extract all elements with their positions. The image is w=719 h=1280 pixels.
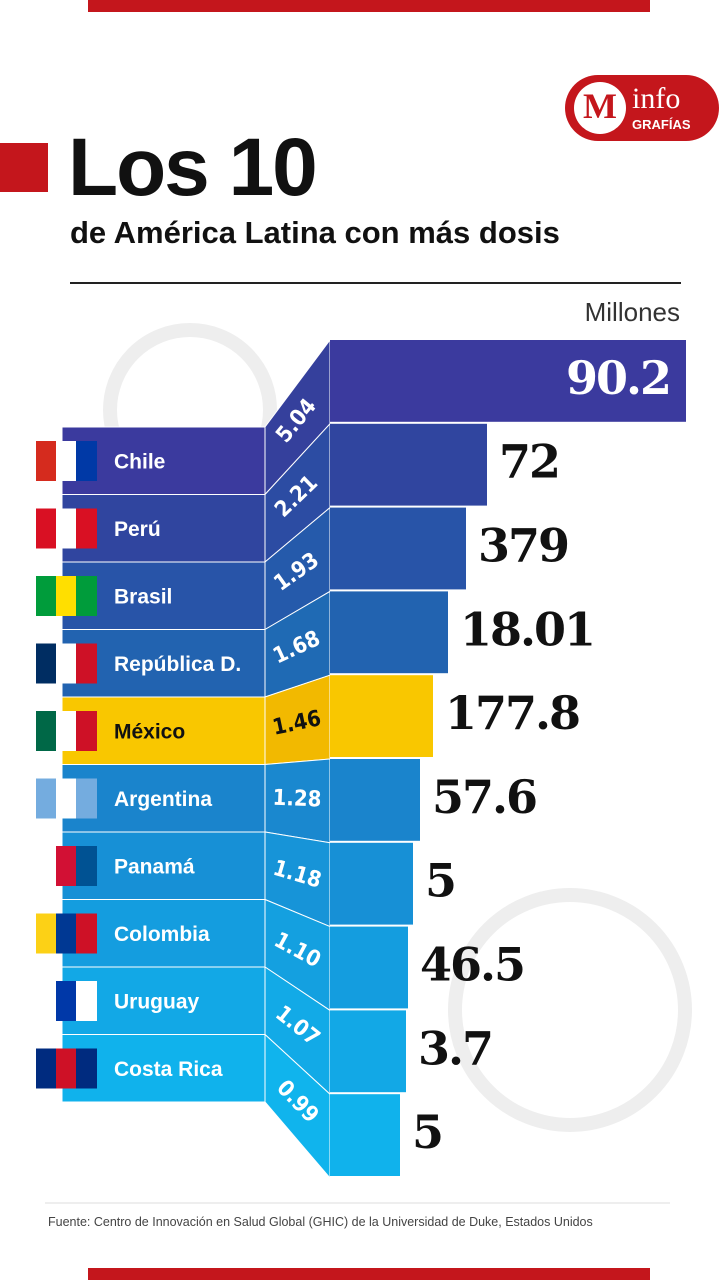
- country-label: República D.: [114, 653, 241, 676]
- flag-stripe: [56, 643, 77, 684]
- row-bar: [330, 507, 466, 590]
- flag-stripe: [76, 711, 97, 751]
- country-label: México: [114, 720, 185, 743]
- flag-stripe: [56, 846, 77, 886]
- flag-stripe: [36, 913, 57, 954]
- flag-stripe: [56, 441, 77, 481]
- flag-stripe: [76, 778, 97, 819]
- flag-stripe: [56, 1048, 77, 1089]
- flag-stripe: [56, 778, 77, 819]
- row-bar: [330, 591, 448, 674]
- dose-label: 46.5: [420, 938, 524, 992]
- logo-letter: M: [583, 86, 617, 126]
- source: Fuente: Centro de Innovación en Salud Gl…: [48, 1215, 593, 1229]
- country-label: Perú: [114, 518, 161, 541]
- row-bar: [330, 842, 413, 925]
- flag-stripe: [56, 576, 77, 616]
- flag-stripe: [76, 508, 97, 549]
- flag-stripe: [36, 711, 57, 751]
- flag-stripe: [76, 1048, 97, 1089]
- flag-stripe: [56, 711, 77, 751]
- flag-stripe: [36, 778, 57, 819]
- dose-label: 72: [499, 435, 559, 489]
- dose-label: 5: [412, 1105, 442, 1159]
- flag-stripe: [36, 643, 57, 684]
- dose-label: 379: [478, 519, 568, 573]
- dose-label: 90.2: [566, 351, 670, 405]
- country-label: Chile: [114, 450, 165, 473]
- flag-stripe: [76, 441, 97, 481]
- flag-stripe: [56, 913, 77, 954]
- flag-stripe: [36, 1048, 57, 1089]
- flag-stripe: [36, 508, 57, 549]
- row-bar: [330, 423, 487, 506]
- country-label: Colombia: [114, 923, 210, 946]
- row-bar: [330, 340, 686, 422]
- flag-stripe: [76, 981, 97, 1021]
- dose-label: 177.8: [445, 686, 579, 740]
- dose-label: 5: [425, 854, 455, 908]
- country-label: Brasil: [114, 585, 172, 608]
- subtitle: de América Latina con más dosis: [70, 215, 560, 250]
- flag-stripe: [76, 913, 97, 954]
- bottom-band: [88, 1268, 650, 1280]
- row-skew: [264, 1033, 331, 1180]
- logo: M info GRAFÍAS: [565, 75, 719, 141]
- logo-circle: [574, 82, 626, 134]
- flag-stripe: [36, 846, 57, 886]
- flag-stripe: [76, 846, 97, 886]
- top-band: [88, 0, 650, 12]
- flag-stripe: [76, 576, 97, 616]
- country-label: Panamá: [114, 855, 195, 878]
- country-label: Uruguay: [114, 990, 200, 1013]
- dose-label: 3.7: [418, 1021, 492, 1075]
- flag-stripe: [36, 441, 57, 481]
- flag-stripe: [36, 981, 57, 1021]
- accent: [0, 143, 48, 192]
- row-bar: [330, 1010, 406, 1093]
- flag-stripe: [56, 981, 77, 1021]
- flag-stripe: [36, 576, 57, 616]
- row-bar: [330, 675, 433, 757]
- per-capita-label: 1.28: [272, 786, 322, 813]
- dose-label: 18.01: [460, 602, 594, 656]
- row-bar: [330, 926, 408, 1009]
- row-bar: [330, 1094, 400, 1176]
- row-bar: [330, 759, 420, 841]
- flag-stripe: [56, 508, 77, 549]
- unit: Millones: [585, 297, 680, 327]
- logo-word: info: [632, 82, 680, 115]
- logo-sub: GRAFÍAS: [632, 117, 691, 132]
- flag-stripe: [76, 643, 97, 684]
- title: Los 10: [68, 122, 316, 213]
- country-label: Costa Rica: [114, 1058, 223, 1081]
- country-label: Argentina: [114, 788, 212, 811]
- dose-label: 57.6: [432, 770, 536, 824]
